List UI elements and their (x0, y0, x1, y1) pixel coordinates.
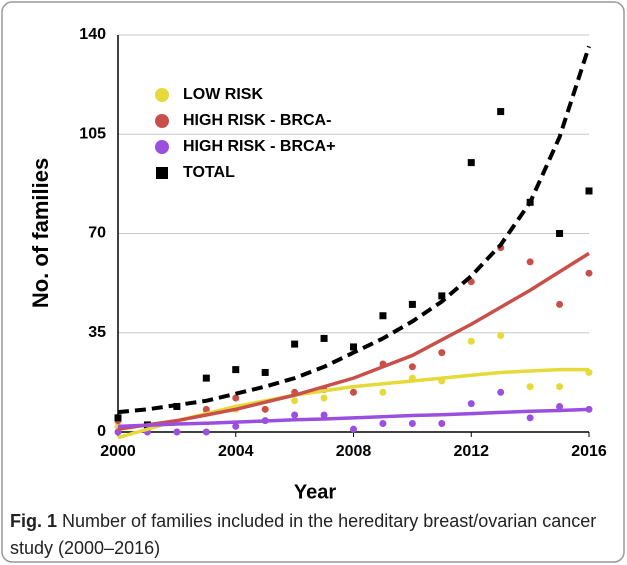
x-tick-label: 2004 (218, 443, 254, 460)
point (232, 366, 240, 374)
legend-label: HIGH RISK - BRCA- (183, 112, 331, 129)
trend-line (117, 407, 590, 429)
caption-text: Number of families included in the hered… (10, 511, 597, 558)
legend-label: LOW RISK (183, 86, 263, 103)
x-tick-label: 2008 (336, 443, 372, 460)
caption: Fig. 1 Number of families included in th… (10, 508, 610, 562)
trend-line (117, 251, 590, 431)
point (291, 411, 299, 419)
point (438, 419, 446, 427)
x-tick-label: 2000 (100, 443, 136, 460)
point (350, 343, 357, 351)
point (408, 300, 416, 308)
caption-label: Fig. 1 (10, 511, 58, 531)
point (261, 405, 269, 413)
x-axis-label: Year (294, 481, 336, 503)
point (408, 363, 416, 371)
point (526, 258, 534, 266)
x-tick-label: 2012 (453, 443, 489, 460)
point (291, 340, 299, 348)
y-tick-label: 140 (79, 26, 106, 43)
y-tick-label: 0 (97, 423, 106, 440)
point (438, 349, 446, 357)
y-tick-label: 105 (79, 125, 106, 142)
point (202, 428, 210, 436)
point (497, 108, 505, 116)
point (497, 388, 505, 396)
point (320, 334, 328, 342)
point (408, 419, 416, 427)
point (497, 332, 505, 340)
point (291, 397, 299, 405)
point (556, 300, 564, 308)
point (379, 419, 387, 427)
legend-marker (155, 88, 169, 102)
point (350, 425, 357, 433)
legend-marker (155, 114, 169, 128)
point (232, 394, 240, 402)
x-tick-label: 2016 (571, 443, 607, 460)
legend-label: TOTAL (183, 164, 235, 181)
y-tick-label: 35 (88, 324, 106, 341)
legend-marker (155, 140, 169, 154)
point (467, 159, 475, 167)
point (467, 400, 475, 408)
point (526, 383, 534, 391)
y-axis-label: No. of families (28, 158, 53, 308)
point (261, 368, 269, 376)
point (585, 187, 593, 195)
point (202, 405, 210, 413)
point (320, 394, 328, 402)
point (320, 411, 328, 419)
point (202, 374, 210, 382)
point (467, 337, 475, 345)
legend-marker (156, 167, 168, 179)
point (379, 388, 387, 396)
point (114, 414, 122, 422)
point (585, 269, 593, 277)
point (232, 422, 240, 430)
trend-line (117, 45, 591, 415)
point (556, 230, 564, 237)
point (526, 414, 534, 422)
point (556, 402, 564, 410)
legend-label: HIGH RISK - BRCA+ (183, 138, 335, 155)
point (556, 383, 564, 391)
point (379, 312, 387, 320)
point (173, 428, 181, 436)
y-tick-label: 70 (88, 225, 106, 242)
point (350, 388, 357, 396)
point (438, 292, 446, 300)
